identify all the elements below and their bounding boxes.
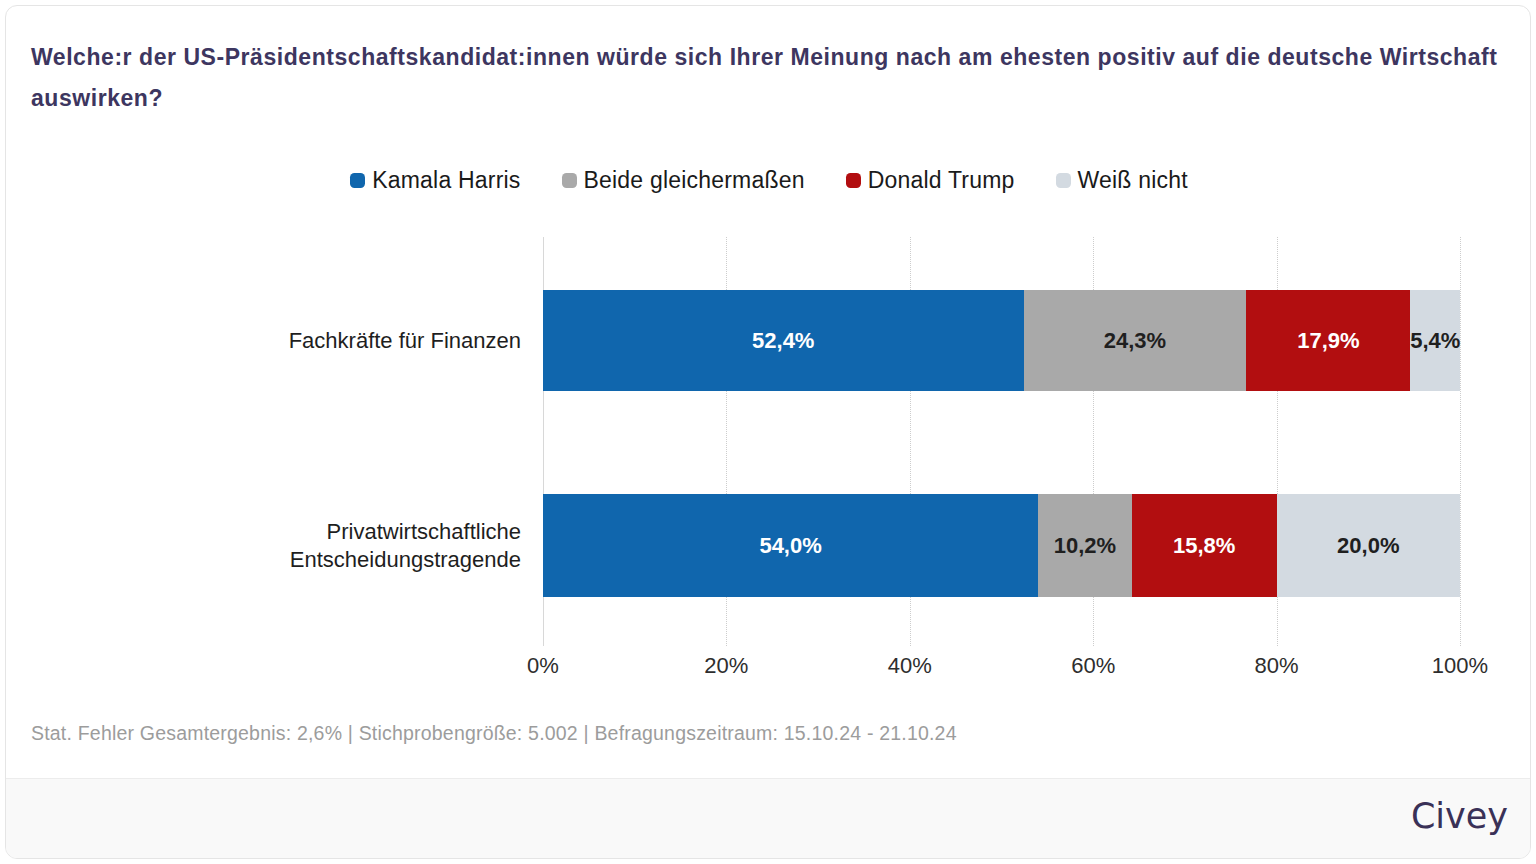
gridline-100 <box>1460 237 1461 646</box>
bar-value-label: 24,3% <box>1104 328 1166 354</box>
legend-swatch-weiss-nicht <box>1056 173 1071 188</box>
bar-value-label: 20,0% <box>1337 533 1399 559</box>
bar-segment: 54,0% <box>543 494 1038 597</box>
legend-label: Weiß nicht <box>1078 167 1188 194</box>
bar-value-label: 5,4% <box>1410 328 1460 354</box>
x-tick-label: 40% <box>888 653 932 679</box>
legend: Kamala Harris Beide gleichermaßen Donald… <box>5 167 1531 194</box>
x-tick-label: 100% <box>1432 653 1488 679</box>
legend-item-weiss-nicht: Weiß nicht <box>1056 167 1188 194</box>
legend-item-beide-gleichermassen: Beide gleichermaßen <box>562 167 805 194</box>
bar-privatwirtschaftliche: 54,0% 10,2% 15,8% 20,0% <box>543 494 1460 597</box>
bar-segment: 15,8% <box>1132 494 1277 597</box>
bar-segment: 10,2% <box>1038 494 1132 597</box>
legend-swatch-kamala-harris <box>350 173 365 188</box>
legend-item-donald-trump: Donald Trump <box>846 167 1015 194</box>
bar-segment: 24,3% <box>1024 290 1247 391</box>
category-label-fachkraefte: Fachkräfte für Finanzen <box>221 290 521 391</box>
chart-title: Welche:r der US-Präsidentschaftskandidat… <box>31 37 1519 119</box>
bar-segment: 52,4% <box>543 290 1024 391</box>
footer-note: Stat. Fehler Gesamtergebnis: 2,6% | Stic… <box>31 722 957 745</box>
bar-fachkraefte: 52,4% 24,3% 17,9% 5,4% <box>543 290 1460 391</box>
bar-value-label: 10,2% <box>1054 533 1116 559</box>
legend-swatch-donald-trump <box>846 173 861 188</box>
chart-card: Welche:r der US-Präsidentschaftskandidat… <box>5 5 1531 859</box>
legend-label: Donald Trump <box>868 167 1015 194</box>
x-tick-label: 80% <box>1255 653 1299 679</box>
x-tick-label: 20% <box>704 653 748 679</box>
legend-label: Beide gleichermaßen <box>584 167 805 194</box>
x-tick-label: 0% <box>527 653 559 679</box>
bar-value-label: 17,9% <box>1297 328 1359 354</box>
bar-value-label: 52,4% <box>752 328 814 354</box>
x-tick-label: 60% <box>1071 653 1115 679</box>
category-label-privatwirtschaftliche: Privatwirtschaftliche Entscheidungstrage… <box>221 494 521 597</box>
bar-value-label: 15,8% <box>1173 533 1235 559</box>
legend-label: Kamala Harris <box>372 167 520 194</box>
bar-segment: 17,9% <box>1246 290 1410 391</box>
civey-logo: Civey <box>1411 796 1508 836</box>
bar-segment: 5,4% <box>1410 290 1460 391</box>
bar-segment: 20,0% <box>1277 494 1460 597</box>
legend-item-kamala-harris: Kamala Harris <box>350 167 520 194</box>
footer-band: Civey <box>5 778 1531 859</box>
legend-swatch-beide-gleichermassen <box>562 173 577 188</box>
plot-area: 52,4% 24,3% 17,9% 5,4% 54,0% 10,2% 15,8%… <box>543 237 1460 646</box>
bar-value-label: 54,0% <box>759 533 821 559</box>
